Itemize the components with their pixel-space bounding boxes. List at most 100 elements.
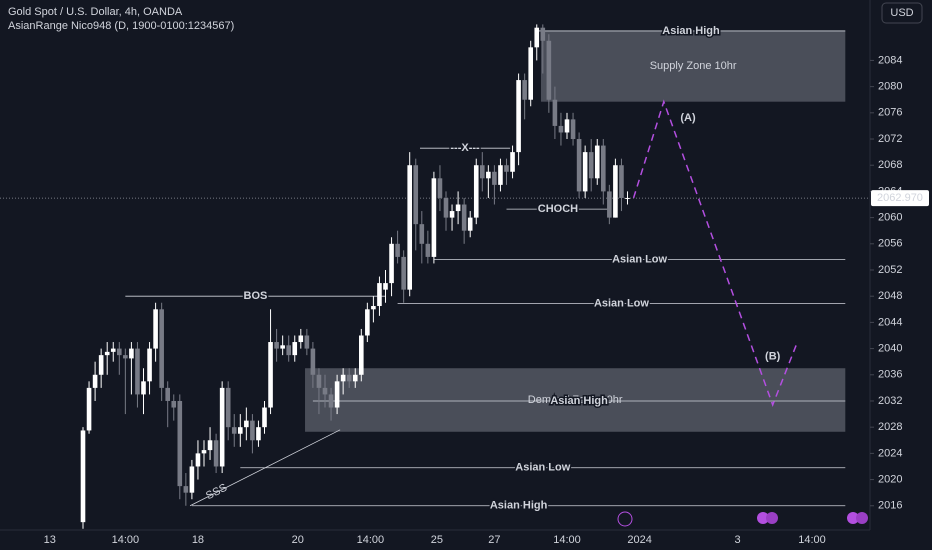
candle-body bbox=[564, 119, 570, 133]
candle-body bbox=[401, 256, 406, 290]
candle-body bbox=[449, 211, 455, 218]
candle-body bbox=[473, 165, 479, 218]
candle-body bbox=[492, 171, 497, 185]
candle-body bbox=[195, 453, 201, 467]
candle-body bbox=[419, 224, 425, 244]
event-icon[interactable] bbox=[617, 511, 633, 527]
projection-label: (B) bbox=[765, 350, 781, 362]
currency-button[interactable] bbox=[881, 2, 923, 24]
candle-body bbox=[159, 309, 164, 388]
event-icon[interactable] bbox=[757, 512, 769, 524]
x-tick-label: 14:00 bbox=[553, 534, 581, 546]
candle-body bbox=[298, 335, 304, 343]
candle-body bbox=[135, 348, 140, 395]
candle-body bbox=[625, 197, 630, 199]
candle-body bbox=[153, 309, 158, 349]
level-label: Asian High bbox=[490, 500, 548, 512]
candle-body bbox=[352, 374, 358, 382]
y-tick-label: 2068 bbox=[878, 159, 902, 171]
candle-body bbox=[340, 374, 346, 382]
candle-body bbox=[250, 420, 255, 441]
candle-body bbox=[80, 430, 86, 523]
candle-body bbox=[613, 165, 618, 218]
candle-body bbox=[480, 165, 485, 179]
candle-body bbox=[177, 400, 183, 487]
candle-body bbox=[219, 387, 225, 467]
candle-body bbox=[129, 348, 134, 359]
y-tick-label: 2040 bbox=[878, 342, 902, 354]
level-label: Asian Low bbox=[612, 253, 667, 265]
candle-body bbox=[304, 335, 310, 349]
candle-body bbox=[92, 374, 98, 388]
candle-body bbox=[365, 309, 370, 336]
candle-body bbox=[522, 80, 527, 100]
candle-body bbox=[334, 381, 340, 408]
candle-body bbox=[141, 381, 146, 395]
level-label: Asian Low bbox=[594, 297, 649, 309]
candle-body bbox=[231, 427, 237, 434]
candle-body bbox=[123, 355, 128, 359]
candle-body bbox=[147, 348, 152, 382]
candle-body bbox=[558, 125, 564, 133]
last-price-label: 2062.970 bbox=[877, 192, 923, 204]
candle-body bbox=[619, 165, 624, 198]
candle-body bbox=[274, 342, 279, 349]
level-label: CHOCH bbox=[538, 203, 578, 215]
candle-body bbox=[280, 345, 285, 349]
candle-body bbox=[383, 283, 388, 290]
zone-label: Supply Zone 10hr bbox=[650, 60, 737, 72]
candle-body bbox=[86, 387, 92, 431]
candle-body bbox=[256, 427, 261, 441]
candle-body bbox=[238, 427, 243, 434]
candle-body bbox=[201, 450, 207, 454]
candle-body bbox=[582, 152, 588, 192]
candle-body bbox=[377, 283, 382, 307]
projection-path bbox=[632, 99, 798, 408]
y-tick-label: 2080 bbox=[878, 81, 902, 93]
candle-body bbox=[268, 342, 273, 408]
x-tick-label: 14:00 bbox=[357, 534, 385, 546]
candle-body bbox=[510, 152, 515, 172]
y-tick-label: 2044 bbox=[878, 316, 902, 328]
candle-body bbox=[461, 204, 467, 231]
candle-body bbox=[607, 191, 612, 218]
candle-body bbox=[346, 374, 352, 382]
event-icon[interactable] bbox=[856, 512, 868, 524]
zone bbox=[305, 368, 846, 432]
candle-body bbox=[322, 387, 328, 395]
x-tick-label: 25 bbox=[431, 534, 443, 546]
candle-body bbox=[183, 486, 189, 493]
level-label: Asian High bbox=[662, 25, 720, 37]
candle-body bbox=[328, 394, 334, 408]
y-tick-label: 2056 bbox=[878, 238, 902, 250]
y-tick-label: 2020 bbox=[878, 473, 902, 485]
candle-body bbox=[443, 197, 449, 218]
level-label: Asian Low bbox=[515, 462, 570, 474]
y-tick-label: 2024 bbox=[878, 447, 902, 459]
y-tick-label: 2036 bbox=[878, 369, 902, 381]
x-tick-label: 14:00 bbox=[112, 534, 140, 546]
candle-body bbox=[425, 243, 431, 257]
y-tick-label: 2060 bbox=[878, 212, 902, 224]
candle-body bbox=[504, 165, 509, 172]
trendline bbox=[189, 429, 341, 507]
x-tick-label: 3 bbox=[735, 534, 741, 546]
y-tick-label: 2076 bbox=[878, 107, 902, 119]
candle-body bbox=[588, 152, 594, 179]
x-tick-label: 2024 bbox=[627, 534, 651, 546]
candle-body bbox=[310, 348, 316, 375]
y-tick-label: 2032 bbox=[878, 395, 902, 407]
x-tick-label: 14:00 bbox=[798, 534, 826, 546]
candle-body bbox=[528, 47, 533, 100]
x-tick-label: 13 bbox=[44, 534, 56, 546]
candle-body bbox=[213, 440, 219, 467]
event-icon[interactable] bbox=[847, 512, 859, 524]
y-tick-label: 2084 bbox=[878, 54, 902, 66]
candle-body bbox=[552, 99, 558, 126]
candle-body bbox=[455, 204, 461, 212]
candle-body bbox=[546, 40, 552, 100]
candle-body bbox=[413, 165, 419, 225]
event-icon[interactable] bbox=[766, 512, 778, 524]
event-icons bbox=[617, 511, 868, 527]
candle-body bbox=[189, 466, 195, 493]
